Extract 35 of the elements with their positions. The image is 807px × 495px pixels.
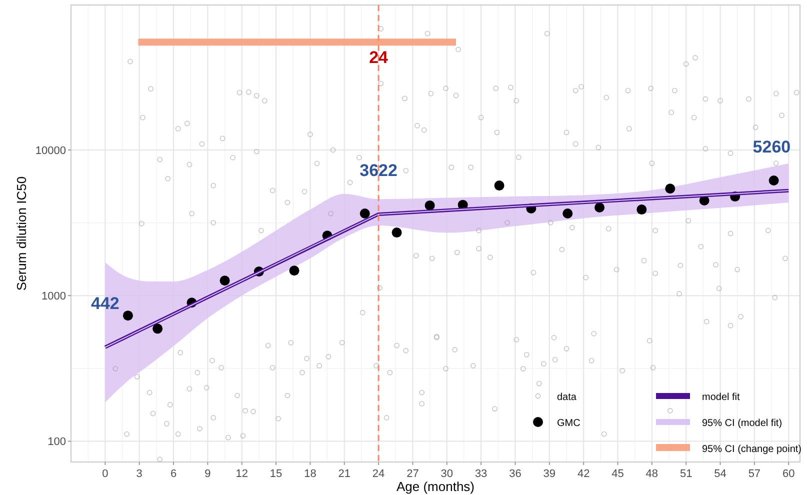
annotation: 442 [90,294,120,314]
x-tick-label: 42 [577,468,590,480]
x-tick-label: 36 [509,468,522,480]
x-tick-label: 24 [372,468,385,480]
x-tick-label: 51 [680,468,692,480]
x-tick-label: 60 [782,468,795,480]
legend-label: data [557,392,577,403]
x-tick-label: 21 [338,468,350,480]
y-tick-label: 10000 [35,144,66,157]
y-axis-title: Serum dilution IC50 [14,176,29,291]
x-tick-label: 15 [270,468,282,480]
x-tick-label: 33 [474,468,488,480]
legend-label: 95% CI (change point) [702,444,802,455]
x-tick-label: 30 [440,468,454,480]
x-tick-label: 9 [204,468,211,480]
y-tick-label: 100 [48,436,66,448]
legend-label: GMC [557,418,580,429]
y-tick-label: 1000 [42,290,66,303]
x-tick-label: 6 [170,468,177,480]
x-tick-label: 27 [406,468,419,480]
ref-line-label: 24 [369,48,389,67]
annotation: 3622 [360,161,398,180]
x-tick-label: 54 [714,468,726,480]
x-tick-label: 3 [136,468,142,480]
x-tick-label: 57 [748,468,761,480]
legend-label: model fit [702,392,740,403]
x-tick-label: 12 [236,468,248,480]
legend-label: 95% CI (model fit) [702,418,782,429]
x-tick-label: 45 [612,468,624,480]
x-tick-label: 0 [102,468,108,480]
annotation: 5260 [752,138,791,157]
x-tick-label: 18 [304,468,316,480]
x-axis-title: Age (months) [396,479,475,494]
x-tick-label: 39 [543,468,556,480]
x-tick-label: 48 [646,468,658,480]
